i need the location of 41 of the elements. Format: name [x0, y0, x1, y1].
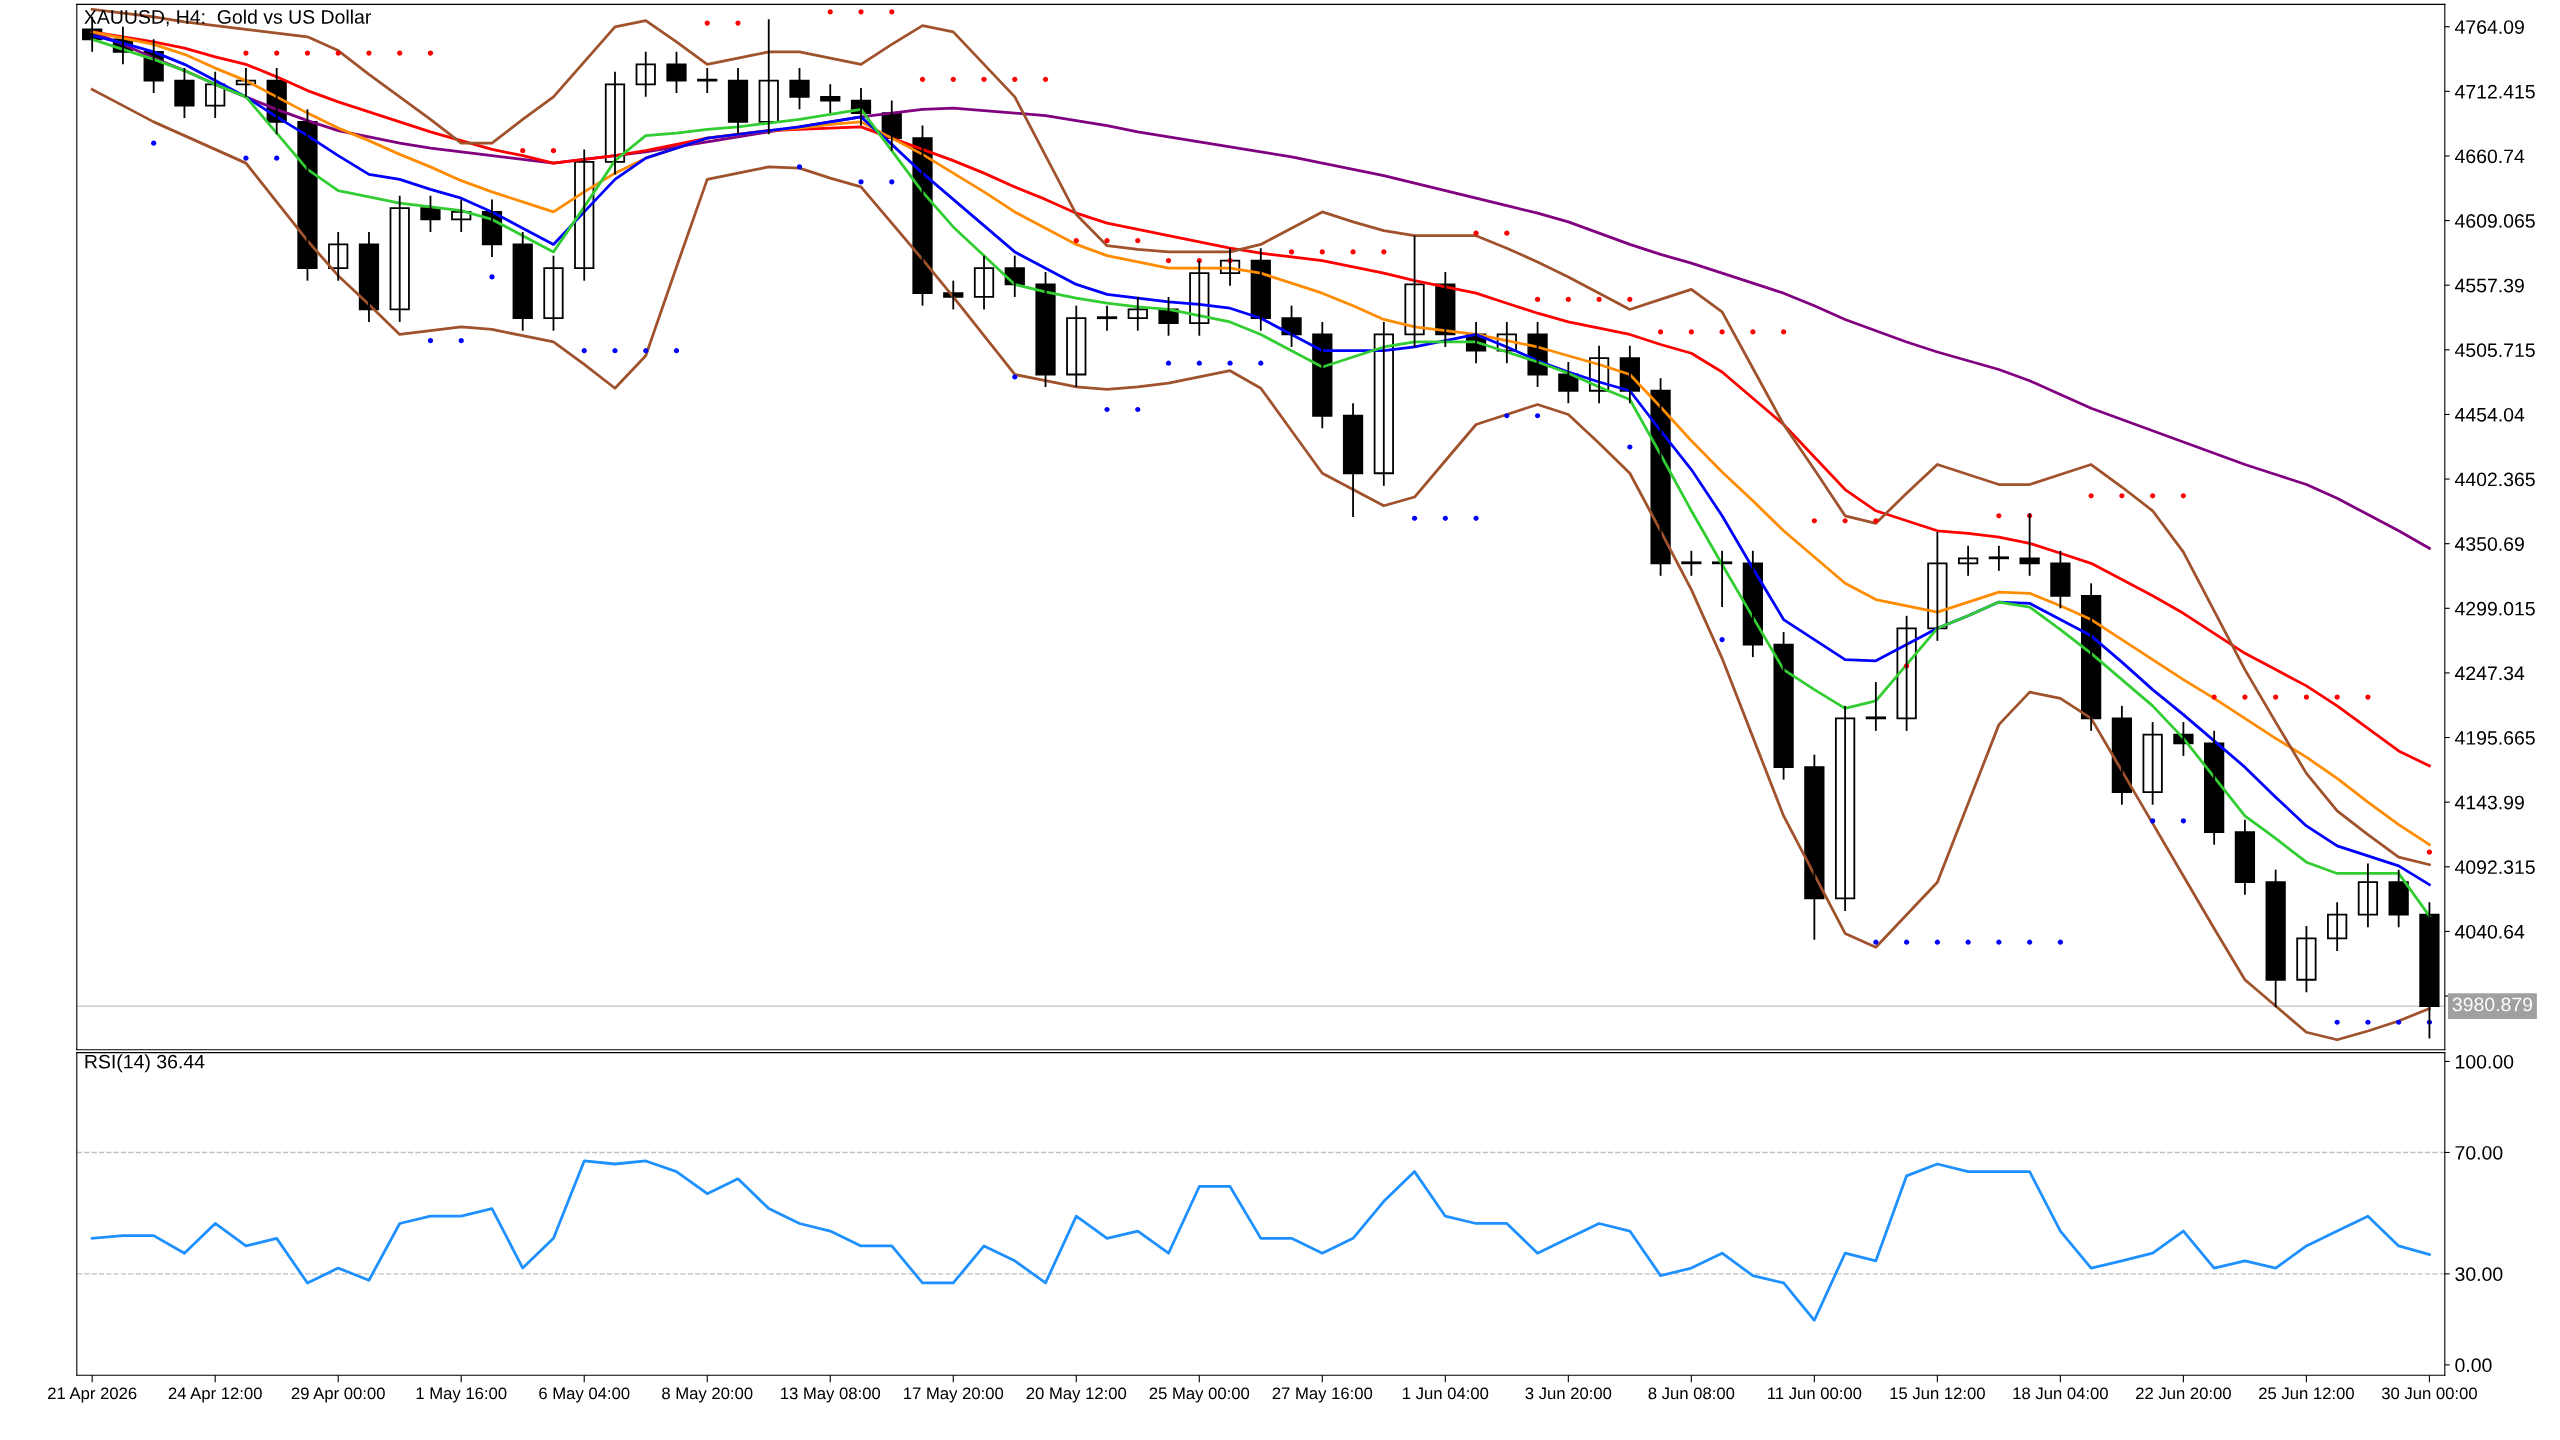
x-tick-label: 25 Jun 12:00 — [2259, 1387, 2354, 1400]
y-tick-label: 4609.065 — [2454, 214, 2535, 228]
y-tick-label: 4402.365 — [2454, 472, 2535, 487]
x-tick-label: 15 Jun 12:00 — [1890, 1387, 1985, 1400]
x-tick-label: 30 Jun 00:00 — [2381, 1387, 2477, 1400]
x-tick-label: 8 Jun 08:00 — [1648, 1387, 1735, 1400]
y-tick-label: 4557.39 — [2454, 278, 2524, 293]
y-tick-label: 0.00 — [2455, 1358, 2492, 1373]
y-tick-label: 4040.64 — [2454, 924, 2525, 939]
x-tick-label: 24 Apr 12:00 — [168, 1387, 262, 1403]
y-tick-label: 4505.715 — [2454, 343, 2535, 358]
y-tick-label: 4195.665 — [2454, 731, 2535, 745]
y-tick-label: 4299.015 — [2454, 601, 2535, 616]
ref-line-label: 3980.879 — [2452, 997, 2533, 1012]
y-tick-label: 4092.315 — [2454, 860, 2535, 875]
x-tick-label: 11 Jun 00:00 — [1768, 1387, 1862, 1400]
y-tick-label: 4143.99 — [2454, 795, 2524, 810]
x-tick-label: 1 May 16:00 — [416, 1387, 507, 1403]
y-tick-label: 4764.09 — [2454, 20, 2524, 34]
x-tick-label: 1 Jun 04:00 — [1403, 1387, 1489, 1400]
x-tick-label: 20 May 12:00 — [1026, 1387, 1127, 1403]
x-tick-label: 13 May 08:00 — [781, 1387, 881, 1403]
y-tick-label: 4247.34 — [2454, 666, 2525, 681]
y-tick-label: 70.00 — [2455, 1145, 2503, 1160]
y-tick-label: 4350.69 — [2454, 537, 2524, 551]
y-tick-label: 30.00 — [2455, 1267, 2503, 1282]
x-tick-label: 17 May 20:00 — [904, 1387, 1004, 1403]
x-tick-label: 22 Jun 20:00 — [2136, 1387, 2231, 1400]
y-tick-label: 4712.415 — [2454, 84, 2535, 99]
y-tick-label: 100.00 — [2456, 1054, 2514, 1069]
x-tick-label: 27 May 16:00 — [1272, 1387, 1373, 1403]
y-tick-label: 4660.74 — [2454, 149, 2525, 164]
chart-title: RSI(14) 36.44 — [85, 1054, 205, 1073]
x-tick-label: 25 May 00:00 — [1149, 1387, 1250, 1403]
x-tick-label: 29 Apr 00:00 — [291, 1387, 385, 1403]
x-tick-label: 8 May 20:00 — [662, 1387, 753, 1403]
x-tick-label: 21 Apr 2026 — [48, 1387, 137, 1403]
x-tick-label: 18 Jun 04:00 — [2013, 1387, 2108, 1400]
x-tick-label: 3 Jun 20:00 — [1525, 1387, 1612, 1400]
y-tick-label: 4454.04 — [2454, 407, 2525, 422]
x-tick-label: 6 May 04:00 — [539, 1387, 630, 1403]
